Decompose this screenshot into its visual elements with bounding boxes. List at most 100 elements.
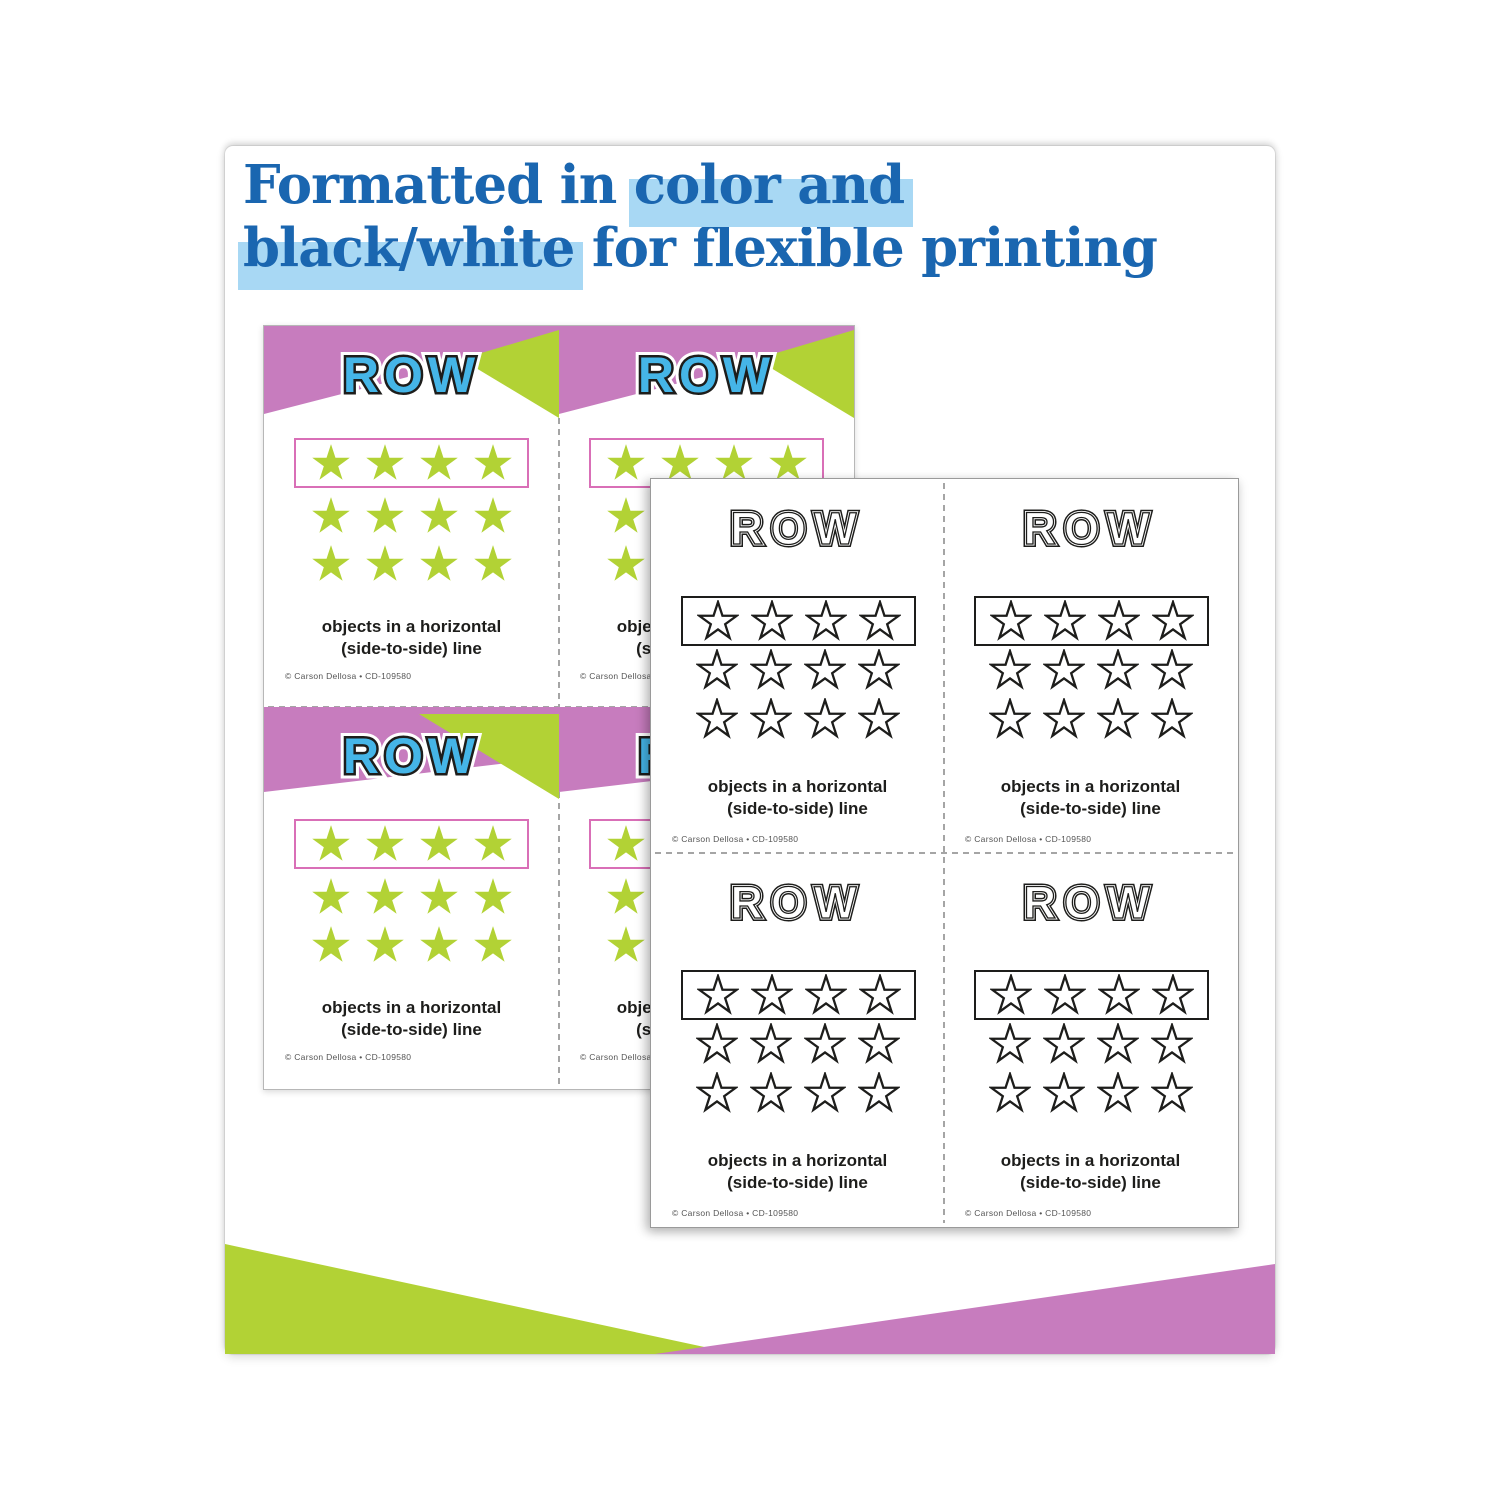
- green-triangle-shape: [756, 330, 854, 418]
- star-icon: [1042, 649, 1085, 690]
- purple-header-shape: [559, 326, 854, 414]
- star-icon: [750, 974, 793, 1015]
- star-icon: [804, 600, 847, 641]
- star-row: [651, 698, 944, 740]
- flashcard: ROW ROW ROW objects in a horizontal (sid…: [264, 326, 559, 707]
- star-row: [264, 495, 559, 537]
- star-icon: [606, 497, 645, 533]
- card-caption: objects in a horizontal (side-to-side) l…: [264, 997, 559, 1041]
- star-icon: [989, 600, 1032, 641]
- card-header-graphic: [264, 707, 559, 799]
- bw-cards-sheet: ROW ROW ROW objects in a horizontal (sid…: [650, 478, 1239, 1228]
- highlighted-star-row-box: [974, 596, 1209, 646]
- highlighted-star-row-box: [294, 438, 529, 488]
- star-row: [264, 924, 559, 966]
- card-title-fill-layer: ROW: [730, 503, 865, 554]
- headline-line-1: Formatted in color and: [243, 154, 1253, 217]
- star-icon: [311, 878, 350, 914]
- star-icon: [803, 1023, 846, 1064]
- star-icon: [1151, 600, 1194, 641]
- star-icon: [419, 545, 458, 581]
- caption-line-2: (side-to-side) line: [727, 1173, 868, 1193]
- star-icon: [695, 649, 738, 690]
- star-icon: [1097, 600, 1140, 641]
- copyright-text: © Carson Dellosa • CD-109580: [965, 1208, 1092, 1218]
- caption-line-2: (side-to-side) line: [341, 639, 482, 659]
- card-title-outline-layer: ROW: [728, 877, 865, 928]
- card-title-outline-layer: ROW: [729, 503, 865, 554]
- highlighted-star-row-box: [681, 596, 916, 646]
- star-row: [944, 1072, 1237, 1114]
- copyright-text: © Carson Dellosa • CD-109580: [285, 671, 412, 681]
- star-icon: [473, 926, 512, 962]
- star-icon: [473, 825, 512, 861]
- copyright-text: © Carson Dellosa • CD-109580: [580, 671, 707, 681]
- star-row: [264, 543, 559, 585]
- star-icon: [365, 926, 404, 962]
- star-icon: [1150, 649, 1193, 690]
- copyright-text: © Carson Dellosa • CD-109580: [285, 1052, 412, 1062]
- card-title-outline-layer: ROW: [728, 503, 865, 554]
- star-icon: [365, 444, 404, 480]
- card-title-fill-layer: ROW: [730, 877, 865, 928]
- star-icon: [803, 1072, 846, 1113]
- card-title-outline-layer: ROW: [1021, 877, 1158, 928]
- star-icon: [750, 600, 793, 641]
- card-header-graphic: [264, 326, 559, 418]
- star-icon: [365, 497, 404, 533]
- star-icon: [419, 926, 458, 962]
- star-icon: [857, 1072, 900, 1113]
- card-title: ROW ROW ROW: [944, 877, 1237, 930]
- star-icon: [696, 600, 739, 641]
- star-row: [944, 1023, 1237, 1065]
- card-title-outline-layer: ROW: [1021, 503, 1158, 554]
- star-icon: [473, 444, 512, 480]
- caption-line-2: (side-to-side) line: [1020, 1173, 1161, 1193]
- star-icon: [419, 444, 458, 480]
- star-icon: [695, 1023, 738, 1064]
- copyright-text: © Carson Dellosa • CD-109580: [580, 1052, 707, 1062]
- green-wedge-shape: [225, 1244, 737, 1354]
- highlighted-star-row-box: [681, 970, 916, 1020]
- star-icon: [857, 698, 900, 739]
- headline-text: for flexible printing: [574, 217, 1158, 279]
- star-icon: [1150, 1023, 1193, 1064]
- card-title-fill-layer: ROW: [1023, 503, 1158, 554]
- card-title: ROW ROW ROW: [651, 503, 944, 556]
- star-icon: [606, 444, 645, 480]
- star-icon: [989, 974, 1032, 1015]
- star-icon: [419, 825, 458, 861]
- star-icon: [749, 1072, 792, 1113]
- headline-highlighted-text: color and: [633, 154, 905, 216]
- caption-line-1: objects in a horizontal: [1000, 777, 1181, 796]
- flashcard: ROW ROW ROW objects in a horizontal (sid…: [651, 853, 944, 1227]
- star-icon: [1096, 1072, 1139, 1113]
- purple-wedge-shape: [655, 1264, 1275, 1354]
- headline-text: Formatted in: [243, 154, 634, 216]
- card-caption: objects in a horizontal (side-to-side) l…: [264, 616, 559, 660]
- star-icon: [749, 649, 792, 690]
- green-triangle-shape: [419, 714, 559, 799]
- star-icon: [606, 545, 645, 581]
- star-icon: [606, 926, 645, 962]
- star-row: [651, 649, 944, 691]
- star-row: [651, 1023, 944, 1065]
- card-header-graphic: [559, 326, 854, 418]
- copyright-text: © Carson Dellosa • CD-109580: [965, 834, 1092, 844]
- star-icon: [473, 878, 512, 914]
- card-title-fill-layer: ROW: [1023, 877, 1158, 928]
- highlighted-star-row-box: [974, 970, 1209, 1020]
- star-icon: [988, 649, 1031, 690]
- star-icon: [419, 497, 458, 533]
- caption-line-2: (side-to-side) line: [1020, 799, 1161, 819]
- flashcard: ROW ROW ROW objects in a horizontal (sid…: [944, 853, 1237, 1227]
- star-icon: [1043, 974, 1086, 1015]
- star-row: [944, 698, 1237, 740]
- star-icon: [988, 698, 1031, 739]
- star-row: [944, 649, 1237, 691]
- star-icon: [714, 444, 753, 480]
- star-icon: [696, 974, 739, 1015]
- star-icon: [1042, 698, 1085, 739]
- headline: Formatted in color and black/white for f…: [243, 154, 1253, 280]
- card-caption: objects in a horizontal (side-to-side) l…: [944, 776, 1237, 820]
